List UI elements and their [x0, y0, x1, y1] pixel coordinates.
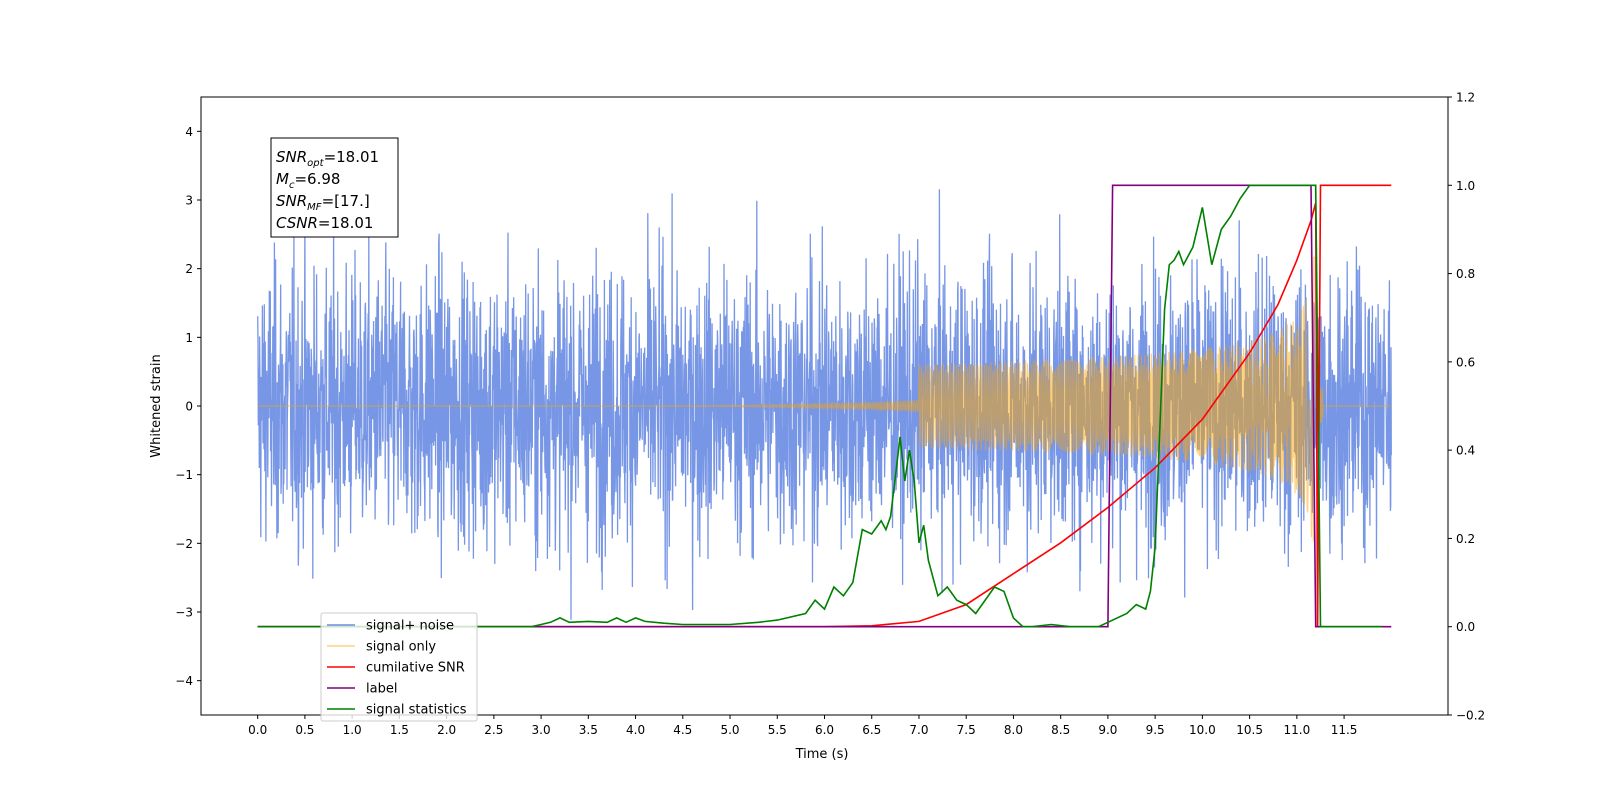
legend-frame [320, 612, 478, 722]
axes: 0.0 0.5 1.0 1.5 2.0 2.5 3.0 3.5 4.0 4.5 5.0 5.5 6.0 6… [175, 91, 1485, 738]
annotation-subscript: opt [307, 158, 324, 169]
y-axis-label: Whitened strain [149, 354, 164, 457]
x-tick-label: 4.5 [673, 723, 692, 737]
annotation-value: =18.01 [324, 148, 380, 166]
y-right-tick-label: 0.2 [1456, 532, 1475, 546]
y-left-tick-label: 1 [185, 331, 193, 345]
legend-signal-statistics-label: signal statistics [366, 703, 467, 718]
x-tick-label: 0.0 [248, 723, 267, 737]
annotation-line: SNRopt=18.01 [276, 148, 379, 169]
x-tick-label: 8.5 [1051, 723, 1070, 737]
legend: signal+ noise signal only cumilative SNR la… [320, 612, 478, 722]
annotation-key: M [276, 170, 289, 188]
annotation-line: SNRMF=[17.] [276, 192, 370, 213]
annotation-key: SNR [276, 192, 307, 210]
y-right-tick-label: −0.2 [1456, 709, 1485, 723]
annotation-frame [270, 137, 399, 238]
x-axis-label: Time (s) [795, 747, 849, 762]
x-tick-label: 5.0 [720, 723, 739, 737]
x-tick-label: 9.0 [1098, 723, 1117, 737]
x-tick-label: 2.0 [437, 723, 456, 737]
x-tick-label: 1.5 [390, 723, 409, 737]
x-tick-label: 0.5 [295, 723, 314, 737]
y-left-tick-label: −2 [175, 537, 193, 551]
x-tick-label: 3.5 [579, 723, 598, 737]
annotation-key: SNR [276, 148, 307, 166]
y-left-tick-label: 4 [185, 125, 193, 139]
y-left-tick-label: 0 [185, 400, 193, 414]
legend-label-label: label [366, 682, 397, 697]
annotation-value: =18.01 [318, 214, 374, 232]
x-tick-label: 10.0 [1189, 723, 1216, 737]
series-signal-noise [257, 189, 1392, 620]
annotation-subscript: MF [307, 202, 322, 213]
x-tick-label: 8.0 [1004, 723, 1023, 737]
y-right-tick-label: 0.6 [1456, 355, 1475, 369]
x-tick-label: 9.5 [1146, 723, 1165, 737]
y-left-tick-label: −3 [175, 606, 193, 620]
x-tick-label: 3.0 [532, 723, 551, 737]
x-tick-label: 2.5 [484, 723, 503, 737]
y-right-tick-label: 1.2 [1456, 91, 1475, 105]
legend-cumulative-snr-label: cumilative SNR [366, 661, 465, 676]
y-right-tick-label: 0.0 [1456, 620, 1475, 634]
x-tick-label: 6.0 [815, 723, 834, 737]
x-tick-label: 5.5 [768, 723, 787, 737]
x-tick-label: 7.0 [909, 723, 928, 737]
annotation-value: =6.98 [294, 170, 340, 188]
x-tick-label: 4.0 [626, 723, 645, 737]
series-signal-statistics [257, 184, 1382, 628]
legend-signal-only-label: signal only [366, 640, 436, 655]
annotation-line: CSNR=18.01 [276, 214, 373, 232]
annotation-subscript: c [289, 180, 295, 191]
y-left-tick-label: 2 [185, 262, 193, 276]
x-tick-label: 11.0 [1283, 723, 1310, 737]
series-signal-only [257, 256, 1392, 542]
y-left-tick-label: −1 [175, 468, 193, 482]
legend-signal-noise-label: signal+ noise [366, 619, 454, 634]
x-tick-label: 11.5 [1331, 723, 1358, 737]
y-right-tick-label: 0.8 [1456, 267, 1475, 281]
x-tick-label: 1.0 [343, 723, 362, 737]
x-tick-label: 7.5 [957, 723, 976, 737]
annotation-key: CSNR [276, 214, 318, 232]
y-right-tick-label: 1.0 [1456, 179, 1475, 193]
y-left-tick-label: −4 [175, 674, 193, 688]
x-tick-label: 6.5 [862, 723, 881, 737]
y-right-tick-label: 0.4 [1456, 444, 1475, 458]
y-left-tick-label: 3 [185, 194, 193, 208]
plot-area [257, 184, 1392, 628]
annotation-line: Mc=6.98 [276, 170, 340, 191]
annotation-value: =[17.] [322, 192, 370, 210]
x-tick-label: 10.5 [1236, 723, 1263, 737]
